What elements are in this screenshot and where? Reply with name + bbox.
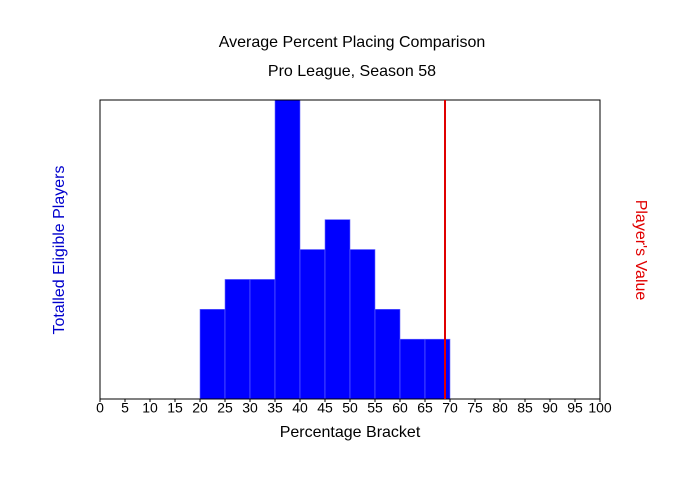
- bar: [224, 279, 251, 400]
- x-tick-label: 65: [417, 400, 433, 416]
- y-axis-label: Totalled Eligible Players: [51, 166, 68, 335]
- bar: [399, 338, 426, 400]
- chart-subtitle: Pro League, Season 58: [268, 63, 436, 80]
- x-axis-label: Percentage Bracket: [280, 424, 421, 441]
- x-tick-label: 85: [517, 400, 533, 416]
- bar: [274, 99, 301, 400]
- x-tick-label: 100: [588, 400, 612, 416]
- bar: [199, 308, 226, 400]
- x-tick-label: 15: [167, 400, 183, 416]
- marker-label: Player's Value: [632, 200, 649, 301]
- bar: [374, 308, 401, 400]
- x-tick-label: 50: [342, 400, 358, 416]
- x-tick-label: 75: [467, 400, 483, 416]
- x-tick-label: 25: [217, 400, 233, 416]
- x-tick-label: 60: [392, 400, 408, 416]
- bar: [349, 249, 376, 400]
- bar: [299, 249, 326, 400]
- bar: [249, 279, 276, 400]
- bar: [424, 338, 451, 400]
- x-tick-label: 20: [192, 400, 208, 416]
- x-tick-label: 55: [367, 400, 383, 416]
- x-tick-label: 90: [542, 400, 558, 416]
- bar: [324, 219, 351, 400]
- x-tick-label: 10: [142, 400, 158, 416]
- x-tick-label: 0: [96, 400, 104, 416]
- x-tick-label: 35: [267, 400, 283, 416]
- x-tick-label: 70: [442, 400, 458, 416]
- x-tick-label: 30: [242, 400, 258, 416]
- x-tick-label: 5: [121, 400, 129, 416]
- x-tick-label: 95: [567, 400, 583, 416]
- x-tick-label: 40: [292, 400, 308, 416]
- x-tick-label: 45: [317, 400, 333, 416]
- x-tick-label: 80: [492, 400, 508, 416]
- chart-title: Average Percent Placing Comparison: [219, 34, 486, 51]
